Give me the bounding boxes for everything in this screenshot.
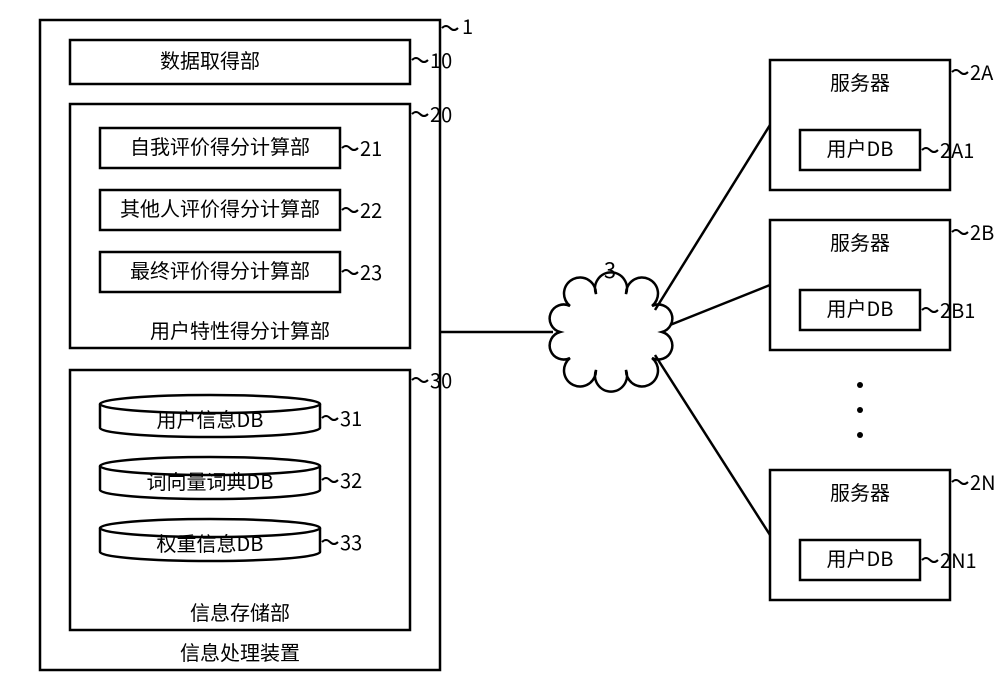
server-2a-db-ref: 2A1: [940, 135, 974, 164]
block-21-label: 自我评价得分计算部: [130, 131, 310, 160]
db-31-ref: 31: [340, 403, 362, 432]
db-33-ref: 33: [340, 527, 362, 556]
server-2n-db-label: 用户DB: [827, 543, 894, 572]
cloud-icon: [550, 272, 673, 391]
db-33-label: 权重信息DB: [157, 528, 264, 557]
server-2a-title: 服务器: [830, 67, 890, 96]
db-31-label: 用户信息DB: [157, 404, 264, 433]
server-2b-ref: 2B: [970, 217, 994, 246]
link-cloud-s1: [655, 125, 770, 310]
server-2a-db-label: 用户DB: [827, 133, 894, 162]
block-10-ref: 10: [430, 45, 452, 74]
cloud-ref: 3: [604, 253, 616, 285]
main-container: [40, 20, 440, 670]
server-2n-db-ref: 2N1: [940, 545, 977, 574]
server-2a-ref: 2A: [970, 57, 994, 86]
ellipsis-icon: [857, 382, 863, 438]
block-23-label: 最终评价得分计算部: [130, 255, 310, 284]
block-20-title: 用户特性得分计算部: [150, 315, 330, 344]
server-2b-db-ref: 2B1: [940, 295, 975, 324]
link-cloud-s2: [670, 285, 770, 325]
system-architecture-diagram: 信息处理装置 1 数据取得部 10 用户特性得分计算部 20 自我评价得分计算部…: [0, 0, 1000, 682]
server-2n-title: 服务器: [830, 477, 890, 506]
main-title: 信息处理装置: [180, 637, 300, 666]
block-23-ref: 23: [360, 257, 382, 286]
db-32-label: 词向量词典DB: [147, 466, 274, 495]
block-20-ref: 20: [430, 99, 452, 128]
link-cloud-s3: [655, 355, 770, 535]
block-30-title: 信息存储部: [190, 597, 290, 626]
block-22-label: 其他人评价得分计算部: [120, 193, 320, 222]
block-21-ref: 21: [360, 133, 382, 162]
block-22-ref: 22: [360, 195, 382, 224]
db-32-ref: 32: [340, 465, 362, 494]
block-10-label: 数据取得部: [160, 45, 260, 74]
server-2b-title: 服务器: [830, 227, 890, 256]
block-30-ref: 30: [430, 365, 452, 394]
main-ref: 1: [462, 11, 473, 40]
server-2n-ref: 2N: [970, 467, 996, 496]
server-2b-db-label: 用户DB: [827, 293, 894, 322]
